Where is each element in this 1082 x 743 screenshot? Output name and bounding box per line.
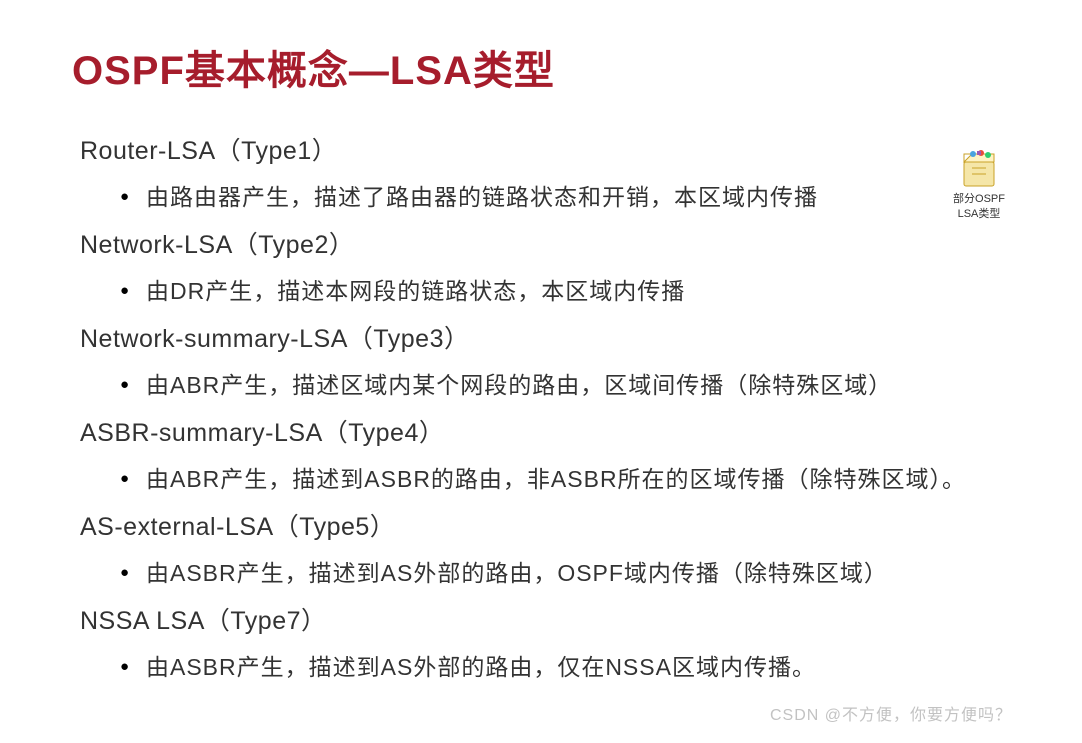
watermark-text: CSDN @不方便，你要方便吗？ [770, 701, 1012, 725]
lsa-item: NSSA LSA（Type7） 由ASBR产生，描述到AS外部的路由，仅在NSS… [80, 598, 1022, 688]
lsa-item: Router-LSA（Type1） 由路由器产生，描述了路由器的链路状态和开销，… [80, 128, 1022, 218]
package-file-icon [958, 148, 1000, 190]
lsa-desc: 由路由器产生，描述了路由器的链路状态和开销，本区域内传播 [80, 176, 1022, 219]
lsa-item: AS-external-LSA（Type5） 由ASBR产生，描述到AS外部的路… [80, 504, 1022, 594]
slide-title: OSPF基本概念—LSA类型 [72, 38, 1022, 96]
content-area: Router-LSA（Type1） 由路由器产生，描述了路由器的链路状态和开销，… [72, 128, 1022, 688]
lsa-item: Network-summary-LSA（Type3） 由ABR产生，描述区域内某… [80, 316, 1022, 406]
lsa-desc: 由ASBR产生，描述到AS外部的路由，仅在NSSA区域内传播。 [80, 646, 1022, 689]
lsa-item: ASBR-summary-LSA（Type4） 由ABR产生，描述到ASBR的路… [80, 410, 1022, 500]
side-file-icon-box: 部分OSPF LSA类型 [948, 148, 1010, 222]
lsa-heading: ASBR-summary-LSA（Type4） [80, 410, 1022, 458]
icon-label-line1: 部分OSPF [948, 192, 1010, 207]
lsa-heading: Network-LSA（Type2） [80, 222, 1022, 270]
lsa-desc: 由ASBR产生，描述到AS外部的路由，OSPF域内传播（除特殊区域） [80, 552, 1022, 595]
icon-label-line2: LSA类型 [948, 207, 1010, 222]
lsa-heading: Router-LSA（Type1） [80, 128, 1022, 176]
lsa-desc: 由ABR产生，描述到ASBR的路由，非ASBR所在的区域传播（除特殊区域）。 [80, 458, 1022, 501]
lsa-item: Network-LSA（Type2） 由DR产生，描述本网段的链路状态，本区域内… [80, 222, 1022, 312]
lsa-heading: NSSA LSA（Type7） [80, 598, 1022, 646]
slide-container: OSPF基本概念—LSA类型 Router-LSA（Type1） 由路由器产生，… [0, 0, 1082, 732]
lsa-heading: AS-external-LSA（Type5） [80, 504, 1022, 552]
lsa-desc: 由DR产生，描述本网段的链路状态，本区域内传播 [80, 270, 1022, 313]
lsa-heading: Network-summary-LSA（Type3） [80, 316, 1022, 364]
lsa-desc: 由ABR产生，描述区域内某个网段的路由，区域间传播（除特殊区域） [80, 364, 1022, 407]
